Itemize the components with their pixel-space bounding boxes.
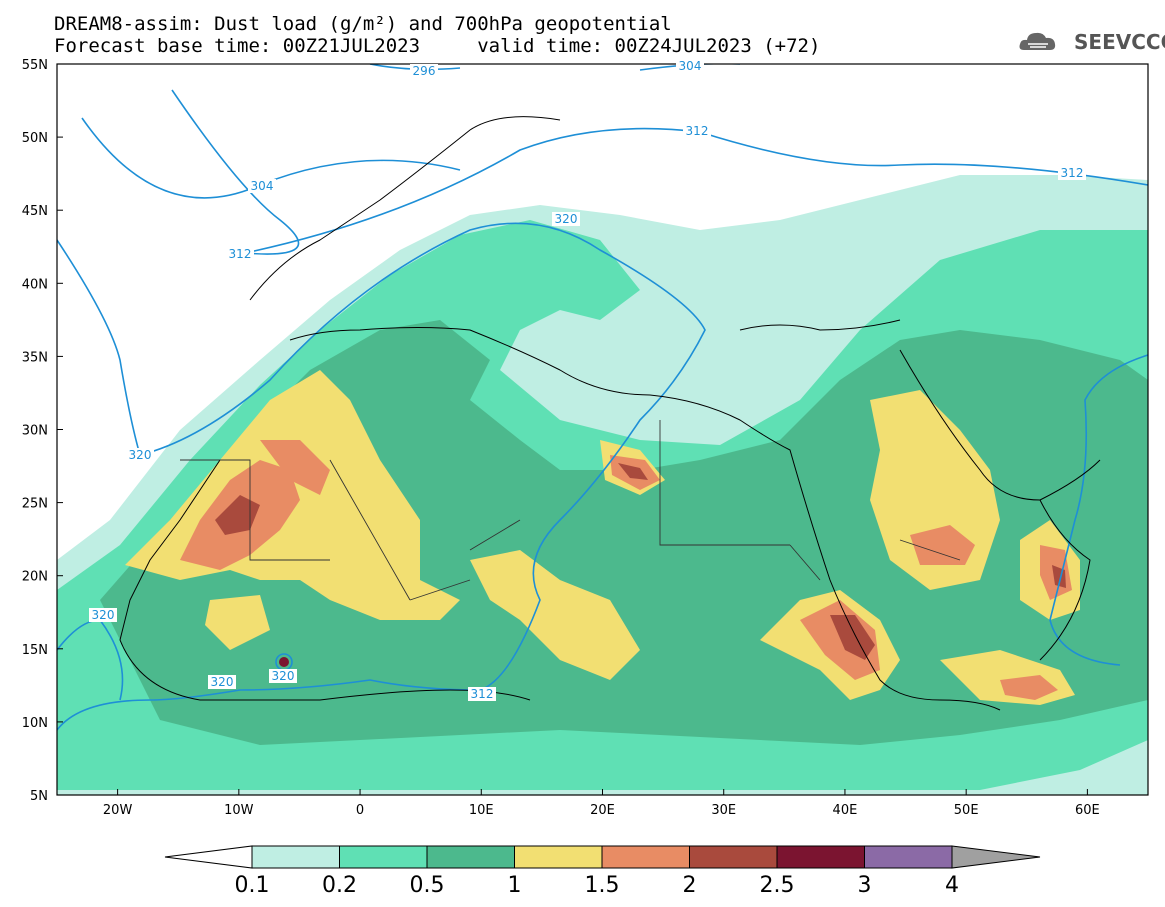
- contour-label: 320: [129, 448, 152, 462]
- colorbar-label: 1: [508, 873, 522, 898]
- colorbar-label: 1.5: [585, 873, 620, 898]
- colorbar-label: 2: [683, 873, 697, 898]
- colorbar-segment: [339, 845, 428, 869]
- contour-label-bg: [89, 608, 117, 622]
- dust-hotspot: [279, 657, 289, 667]
- colorbar-segment: [689, 845, 778, 869]
- lat-tick-label: 10N: [22, 716, 48, 731]
- contour-label: 304: [679, 59, 702, 73]
- forecast-times: Forecast base time: 00Z21JUL2023 valid t…: [54, 35, 821, 57]
- contour-label: 320: [555, 212, 578, 226]
- colorbar-segment: [426, 845, 515, 869]
- contour-label-bg: [248, 179, 276, 193]
- lon-tick-label: 30E: [711, 803, 736, 818]
- colorbar-label: 0.2: [322, 873, 357, 898]
- lat-tick-label: 55N: [22, 58, 48, 73]
- contour-label: 312: [686, 124, 709, 138]
- lon-tick-label: 60E: [1075, 803, 1100, 818]
- colorbar-over-arrow: [951, 845, 1041, 869]
- colorbar-segment: [776, 845, 865, 869]
- contour-label-bg: [1058, 166, 1086, 180]
- contour-label-bg: [552, 212, 580, 226]
- contour-label: 320: [272, 669, 295, 683]
- coast-mideast: [739, 319, 1101, 661]
- contour-label: 320: [92, 608, 115, 622]
- colorbar-segment: [514, 845, 603, 869]
- lat-tick-label: 35N: [22, 350, 48, 365]
- colorbar: 0.1 0.2 0.5 1 1.5 2 2.5 3 4: [164, 845, 1041, 898]
- colorbar-label: 0.1: [235, 873, 270, 898]
- contour-label: 296: [413, 64, 436, 78]
- contour-label: 320: [211, 675, 234, 689]
- colorbar-label: 4: [945, 873, 959, 898]
- lon-tick-label: 50E: [954, 803, 979, 818]
- lat-tick-label: 30N: [22, 424, 48, 439]
- dust-area-2: [215, 495, 260, 535]
- contour-label: 312: [471, 687, 494, 701]
- colorbar-label: 0.5: [410, 873, 445, 898]
- colorbar-label: 2.5: [760, 873, 795, 898]
- colorbar-label: 3: [858, 873, 872, 898]
- lat-tick-label: 40N: [22, 277, 48, 292]
- lat-tick-label: 50N: [22, 131, 48, 146]
- contour-label-bg: [410, 64, 438, 78]
- colorbar-under-arrow: [164, 845, 253, 869]
- contour-label-bg: [676, 59, 704, 73]
- coast-europe-africa: [119, 116, 1001, 711]
- map-title: DREAM8-assim: Dust load (g/m²) and 700hP…: [54, 13, 672, 35]
- lon-tick-label: 20W: [103, 803, 133, 818]
- lon-tick-label: 0: [356, 803, 364, 818]
- contour-label-bg: [208, 675, 236, 689]
- contour-label: 304: [251, 179, 274, 193]
- colorbar-segment: [251, 845, 340, 869]
- colorbar-segment: [864, 845, 953, 869]
- contour-label-bg: [126, 448, 154, 462]
- lon-tick-label: 40E: [833, 803, 858, 818]
- contour-label-bg: [468, 687, 496, 701]
- contour-320-main: [57, 222, 706, 731]
- lat-tick-label: 25N: [22, 497, 48, 512]
- dust-area-2c: [618, 463, 648, 480]
- latitude-ticks: 55N 50N 45N 40N 35N 30N 25N 20N 15N 10N 5N: [22, 58, 63, 804]
- lon-tick-label: 10E: [469, 803, 494, 818]
- lon-tick-label: 10W: [224, 803, 254, 818]
- lat-tick-label: 45N: [22, 204, 48, 219]
- contour-label: 312: [229, 247, 252, 261]
- lon-tick-label: 20E: [590, 803, 615, 818]
- dust-area-1.5d: [910, 525, 975, 565]
- logo-text: SEEVCCC: [1074, 30, 1165, 54]
- lat-tick-label: 15N: [22, 643, 48, 658]
- contour-label: 312: [1061, 166, 1084, 180]
- contour-312-north: [171, 89, 1148, 255]
- lat-tick-label: 20N: [22, 570, 48, 585]
- dust-area-1.5b: [260, 440, 330, 495]
- contour-label-bg: [226, 247, 254, 261]
- cloud-logo-icon: [1019, 32, 1056, 50]
- dust-area-1.5e: [800, 600, 880, 680]
- lat-tick-label: 5N: [30, 789, 48, 804]
- contour-label-bg: [269, 669, 297, 683]
- dust-area-1h: [205, 595, 270, 650]
- border-lines: [180, 420, 961, 601]
- colorbar-segment: [601, 845, 690, 869]
- longitude-ticks: 20W 10W 0 10E 20E 30E 40E 50E 60E: [103, 789, 1100, 818]
- dust-area-1b: [470, 550, 640, 680]
- contour-labels: 296 304 304 312 312 312 320 320 320 320 320 312: [89, 59, 1086, 701]
- contour-label-bg: [683, 124, 711, 138]
- dust-area-1.5g: [1000, 675, 1058, 700]
- dust-area-2b: [830, 615, 875, 660]
